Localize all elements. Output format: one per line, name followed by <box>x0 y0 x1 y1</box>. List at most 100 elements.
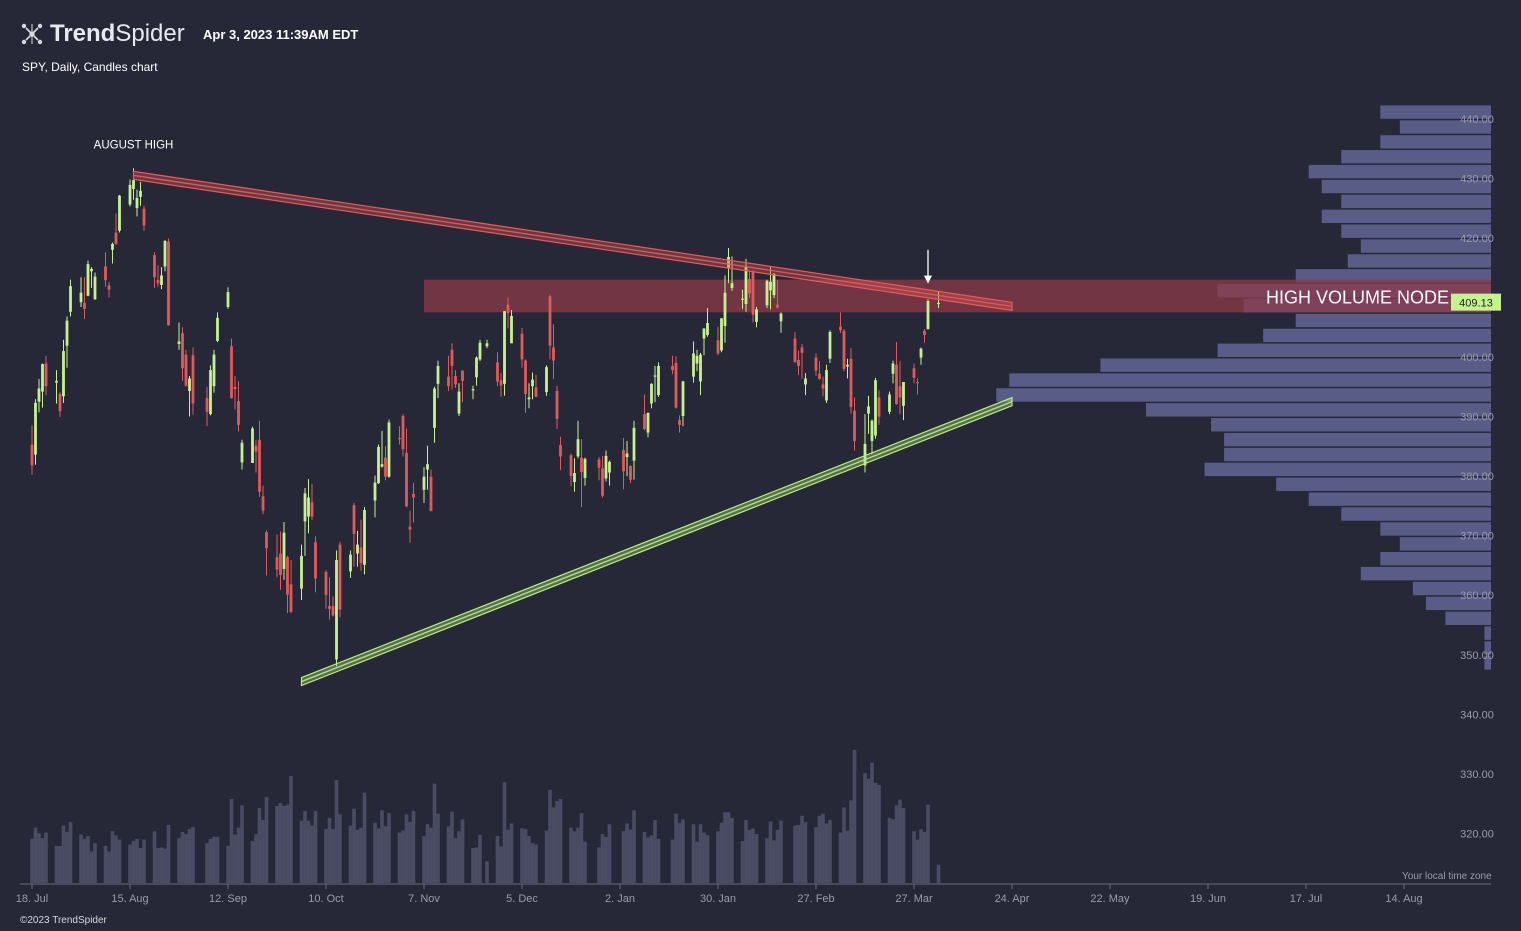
candle-up <box>216 312 219 343</box>
candle-body <box>111 243 114 250</box>
candle-down <box>230 338 233 399</box>
candle-up <box>349 550 352 578</box>
volume-bar <box>579 813 584 883</box>
volume-bar <box>387 813 391 883</box>
volume-bar <box>723 812 727 883</box>
volume-bar <box>383 826 388 883</box>
y-tick-label: 370.00 <box>1460 531 1494 543</box>
candle-body <box>706 323 709 335</box>
candle-up <box>177 322 181 350</box>
candle-up <box>251 426 254 463</box>
candle-body <box>188 378 191 391</box>
volume-profile-bar <box>1341 224 1491 238</box>
volume-bar <box>264 796 269 883</box>
volume-bar <box>30 838 34 883</box>
candle-down <box>331 596 335 617</box>
volume-bar <box>138 848 143 883</box>
candle-body <box>254 445 258 452</box>
volume-bar <box>726 812 731 883</box>
candle-up <box>209 365 212 416</box>
candle-body <box>926 301 930 330</box>
y-tick-label: 420.00 <box>1460 233 1494 245</box>
volume-bar <box>775 829 780 883</box>
candle-down <box>83 277 86 319</box>
candle-down <box>818 361 821 380</box>
volume-bar <box>261 820 265 883</box>
candle-up <box>657 362 660 397</box>
candle-body <box>230 346 233 399</box>
candle-body <box>657 365 660 396</box>
candle-body <box>716 340 720 354</box>
candle-body <box>720 318 723 351</box>
volume-bar <box>621 831 626 883</box>
volume-bar <box>107 851 111 883</box>
volume-profile-bar <box>1295 269 1491 283</box>
candle-body <box>240 442 244 463</box>
volume-bar <box>681 819 685 883</box>
volume-bar <box>691 824 696 883</box>
candle-down <box>678 415 681 433</box>
candle-body <box>412 493 415 498</box>
volume-bar <box>628 829 633 883</box>
candle-down <box>916 377 919 395</box>
volume-bar <box>866 778 871 883</box>
volume-bar <box>61 825 66 883</box>
volume-bar <box>411 810 416 883</box>
candle-body <box>167 241 170 326</box>
volume-profile-bar <box>1360 239 1491 253</box>
candle-up <box>475 356 478 386</box>
arrow-head <box>924 275 932 284</box>
candle-up <box>870 419 874 455</box>
candle-body <box>839 326 842 331</box>
candle-body <box>622 449 625 472</box>
volume-profile-bar <box>1276 477 1491 491</box>
volume-bar <box>299 820 304 883</box>
volume-bar <box>674 813 678 883</box>
candle-up <box>545 365 548 396</box>
volume-bar <box>656 838 661 883</box>
candle-down <box>797 350 800 375</box>
candle-down <box>793 331 797 363</box>
volume-bar <box>716 831 720 883</box>
x-tick-label: 17. Jul <box>1290 893 1322 905</box>
candle-down <box>261 485 265 515</box>
volume-bar <box>275 806 279 883</box>
candle-body <box>769 281 772 291</box>
volume-bar <box>670 839 675 883</box>
y-tick-label: 390.00 <box>1460 412 1494 424</box>
candle-down <box>776 280 779 309</box>
candle-body <box>821 384 825 389</box>
volume-profile-bar <box>1399 537 1491 551</box>
volume-bar <box>436 813 440 883</box>
candle-up <box>226 287 230 309</box>
brand-logo: TrendSpider <box>20 20 185 48</box>
volume-profile-bar <box>1341 194 1491 209</box>
candle-body <box>30 444 34 466</box>
candle-up <box>919 347 923 365</box>
candle-body <box>580 457 583 472</box>
candle-down <box>142 205 146 231</box>
volume-profile-bar <box>1009 373 1491 387</box>
candle-body <box>506 304 510 313</box>
y-tick-label: 430.00 <box>1460 173 1494 185</box>
candle-body <box>475 357 478 378</box>
candle-body <box>265 532 268 549</box>
volume-bar <box>527 836 531 883</box>
volume-bar <box>177 838 181 883</box>
volume-bar <box>870 762 874 883</box>
candle-down <box>107 281 111 298</box>
volume-bar <box>457 831 461 883</box>
candle-down <box>499 373 503 397</box>
candle-body <box>531 379 534 387</box>
candles <box>30 168 940 667</box>
candle-body <box>863 443 867 466</box>
candle-body <box>279 553 282 575</box>
volume-profile-bar <box>1224 447 1491 462</box>
volume-bar <box>432 783 437 883</box>
volume-bar <box>926 804 930 883</box>
candle-up <box>307 479 310 534</box>
volume-bar <box>509 823 514 883</box>
candle-up <box>531 372 534 400</box>
volume-bar <box>936 864 941 883</box>
